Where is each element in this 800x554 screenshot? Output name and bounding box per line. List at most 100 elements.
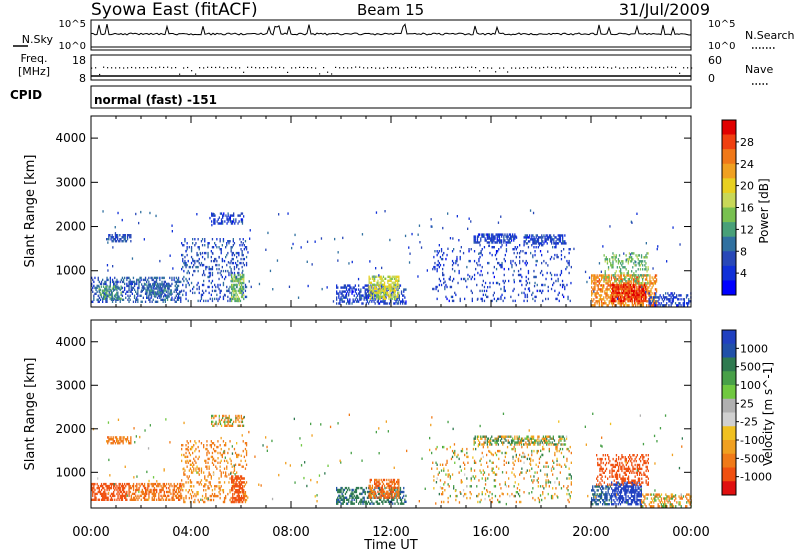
scatter-cell: [482, 279, 484, 283]
scatter-cell: [205, 299, 207, 303]
scatter-cell: [96, 492, 98, 496]
scatter-cell: [216, 485, 218, 488]
scatter-cell: [196, 253, 198, 257]
scatter-cell: [360, 502, 362, 505]
scatter-cell: [134, 498, 136, 501]
scatter-cell: [121, 240, 123, 243]
scatter-cell: [93, 482, 95, 486]
scatter-cell: [115, 436, 118, 439]
scatter-cell: [119, 238, 121, 241]
scatter-cell: [594, 274, 596, 277]
nave-dot: [567, 66, 569, 68]
scatter-cell: [177, 294, 180, 297]
scatter-cell: [109, 498, 111, 501]
scatter-cell: [218, 263, 220, 267]
scatter-cell: [469, 275, 471, 278]
scatter-cell: [226, 218, 228, 221]
nave-dot: [247, 66, 249, 68]
scatter-cell: [237, 492, 239, 496]
scatter-cell: [563, 242, 565, 245]
scatter-cell: [189, 459, 192, 463]
scatter-cell: [195, 467, 197, 470]
scatter-cell: [493, 235, 495, 238]
scatter-cell: [212, 498, 215, 502]
scatter-cell: [529, 234, 531, 237]
scatter-cell: [660, 302, 662, 305]
scatter-cell: [190, 250, 193, 253]
scatter-cell: [442, 253, 444, 257]
scatter-cell: [216, 263, 218, 267]
scatter-cell: [142, 490, 145, 494]
scatter-cell: [625, 298, 627, 301]
nave-dot: [683, 67, 685, 69]
scatter-cell: [341, 292, 343, 295]
scatter-cell: [160, 494, 162, 498]
scatter-cell: [92, 286, 94, 290]
power-ylabel: Slant Range [km]: [23, 155, 38, 268]
scatter-cell: [137, 494, 139, 498]
scatter-cell: [592, 304, 594, 307]
scatter-cell: [151, 492, 153, 496]
scatter-cell: [370, 281, 372, 284]
scatter-cell: [102, 289, 105, 292]
scatter-cell: [119, 496, 121, 499]
scatter-cell: [667, 298, 669, 301]
scatter-cell: [183, 467, 185, 470]
scatter-cell: [364, 502, 366, 505]
scatter-cell: [393, 275, 396, 278]
scatter-cell: [110, 295, 112, 298]
scatter-cell: [369, 297, 371, 300]
scatter-cell: [134, 496, 136, 499]
scatter-cell: [139, 280, 141, 284]
scatter-cell: [110, 496, 113, 499]
scatter-cell: [97, 498, 99, 501]
scatter-cell: [244, 483, 247, 486]
scatter-cell: [227, 416, 229, 420]
scatter-cell: [165, 486, 168, 490]
scatter-cell: [343, 498, 345, 501]
scatter-cell: [159, 278, 161, 282]
scatter-cell: [555, 240, 557, 243]
scatter-cell: [608, 278, 610, 281]
scatter-cell: [194, 449, 196, 453]
scatter-cell: [665, 292, 667, 295]
scatter-cell: [109, 438, 111, 441]
scatter-cell: [596, 290, 598, 293]
scatter-cell: [595, 292, 597, 295]
colorbar-segment: [722, 149, 736, 165]
scatter-cell: [626, 287, 628, 291]
scatter-cell: [372, 283, 375, 286]
scatter-cell: [176, 286, 179, 290]
scatter-cell: [500, 215, 502, 218]
scatter-cell: [525, 234, 527, 237]
scatter-cell: [394, 502, 396, 505]
scatter-cell: [194, 238, 196, 241]
scatter-cell: [162, 276, 164, 280]
scatter-cell: [535, 242, 537, 245]
scatter-cell: [227, 214, 229, 217]
scatter-cell: [104, 287, 106, 290]
scatter-cell: [622, 266, 624, 269]
scatter-cell: [599, 290, 602, 293]
scatter-cell: [228, 481, 230, 484]
scatter-cell: [132, 276, 135, 280]
scatter-cell: [114, 232, 117, 235]
scatter-cell: [618, 282, 621, 285]
scatter-cell: [468, 250, 470, 253]
scatter-cell: [533, 236, 535, 239]
scatter-cell: [113, 486, 115, 490]
scatter-cell: [188, 277, 190, 281]
scatter-cell: [593, 282, 595, 285]
scatter-cell: [336, 498, 338, 501]
scatter-cell: [381, 289, 383, 292]
scatter-cell: [384, 302, 386, 305]
scatter-cell: [181, 487, 183, 490]
nave-dot: [187, 66, 189, 69]
nave-dot: [391, 67, 393, 69]
scatter-cell: [646, 270, 648, 273]
scatter-cell: [612, 299, 614, 303]
scatter-cell: [568, 251, 570, 255]
scatter-cell: [496, 241, 498, 244]
scatter-cell: [235, 416, 237, 420]
scatter-cell: [637, 268, 639, 271]
